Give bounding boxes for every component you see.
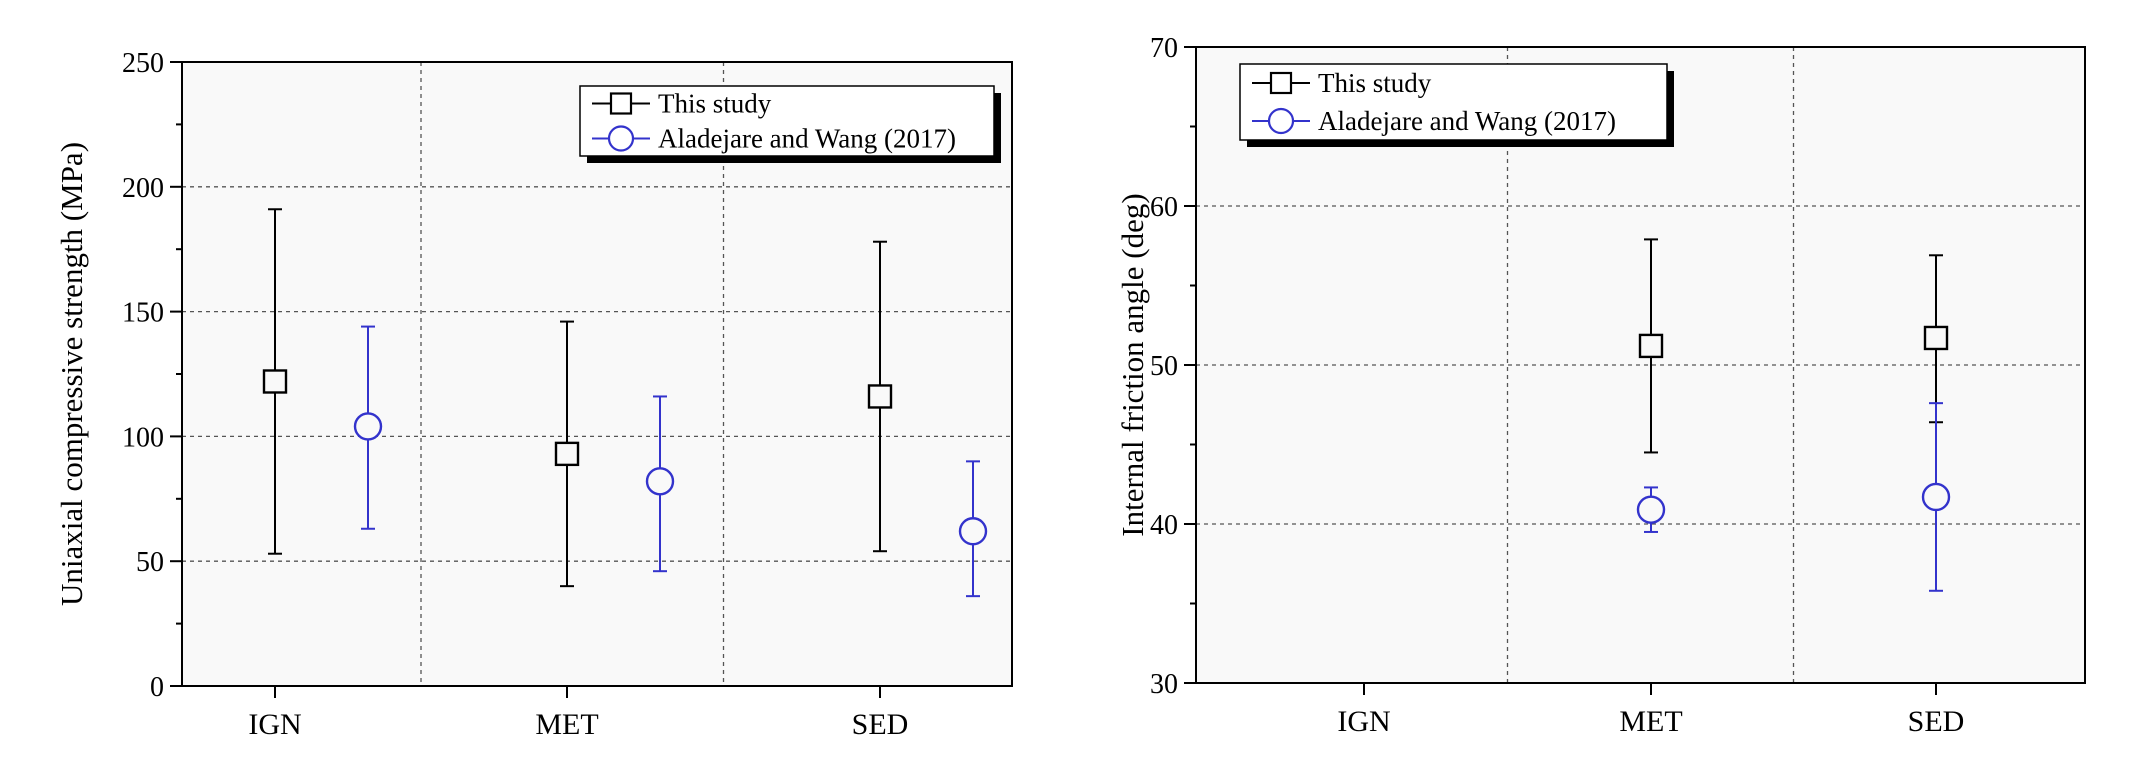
legend-box	[579, 85, 995, 157]
chart-2-x-tick-label: MET	[1619, 705, 1682, 738]
circle-marker	[1921, 482, 1951, 512]
chart-2-y-tick-label: 70	[1150, 33, 1178, 64]
legend-square-marker	[609, 92, 633, 115]
legend-label: Aladejare and Wang (2017)	[658, 124, 956, 154]
chart-1-y-tick-label: 200	[122, 173, 164, 204]
chart-1-y-tick-label: 50	[136, 547, 164, 578]
chart-2-y-tick-label: 50	[1150, 351, 1178, 382]
square-marker	[1923, 325, 1949, 351]
legend-label: This study	[1318, 68, 1432, 98]
legend-square-marker	[1269, 71, 1293, 95]
chart-2-this-study-point	[1638, 238, 1664, 454]
chart-1-legend: This study Aladejare and Wang (2017)	[579, 85, 1001, 163]
chart-1: 0 50 100 150 200 250 IGN MET SED Uniaxial compres…	[54, 48, 1013, 741]
chart-1-x-tick-label: IGN	[248, 708, 301, 741]
chart-1-y-tick-label: 100	[122, 422, 164, 453]
square-marker	[554, 441, 580, 467]
chart-2-aladejare-point	[1921, 402, 1951, 592]
chart-1-axes-frame	[181, 61, 1013, 687]
chart-2-y-tick-label: 30	[1150, 669, 1178, 700]
legend-box	[1239, 63, 1668, 141]
square-marker	[867, 384, 893, 409]
legend-label: This study	[658, 89, 772, 119]
circle-marker	[958, 517, 988, 546]
chart-2-axes-frame	[1195, 46, 2086, 684]
chart-1-this-study-point	[262, 208, 288, 555]
legend-entry: Aladejare and Wang (2017)	[1252, 106, 1616, 136]
chart-2-legend: This study Aladejare and Wang (2017)	[1239, 63, 1674, 147]
chart-2-y-axis-label: Internal friction angle (deg)	[1115, 193, 1150, 536]
chart-2-aladejare-point	[1636, 486, 1666, 533]
legend-entry: This study	[592, 89, 772, 119]
legend-label: Aladejare and Wang (2017)	[1318, 106, 1616, 136]
legend-entry: This study	[1252, 68, 1432, 98]
chart-1-y-tick-label: 250	[122, 48, 164, 79]
chart-2-x-tick-label: IGN	[1337, 705, 1390, 738]
circle-marker	[1636, 495, 1666, 524]
chart-1-this-study-point	[554, 320, 580, 588]
chart-2: 30 40 50 60 70 IGN MET SED Internal friction ang…	[1115, 33, 2086, 738]
circle-marker	[645, 467, 675, 496]
circle-marker	[353, 412, 383, 441]
chart-1-y-axis-label: Uniaxial compressive strength (MPa)	[54, 142, 89, 606]
chart-2-x-tick-label: SED	[1908, 705, 1965, 738]
square-marker	[1638, 333, 1664, 359]
legend-circle-marker	[1267, 107, 1295, 135]
chart-1-aladejare-point	[958, 460, 988, 598]
chart-1-this-study-point	[867, 240, 893, 553]
legend-entry: Aladejare and Wang (2017)	[592, 124, 956, 154]
chart-1-y-tick-label: 0	[150, 672, 164, 703]
chart-2-y-tick-label: 60	[1150, 192, 1178, 223]
chart-1-x-tick-label: SED	[852, 708, 909, 741]
chart-2-y-tick-label: 40	[1150, 510, 1178, 541]
chart-1-plot-area	[182, 62, 1012, 686]
chart-1-aladejare-point	[645, 395, 675, 573]
square-marker	[262, 369, 288, 394]
chart-1-y-tick-label: 150	[122, 298, 164, 329]
chart-1-x-tick-label: MET	[535, 708, 598, 741]
chart-1-aladejare-point	[353, 325, 383, 530]
legend-circle-marker	[607, 125, 635, 152]
